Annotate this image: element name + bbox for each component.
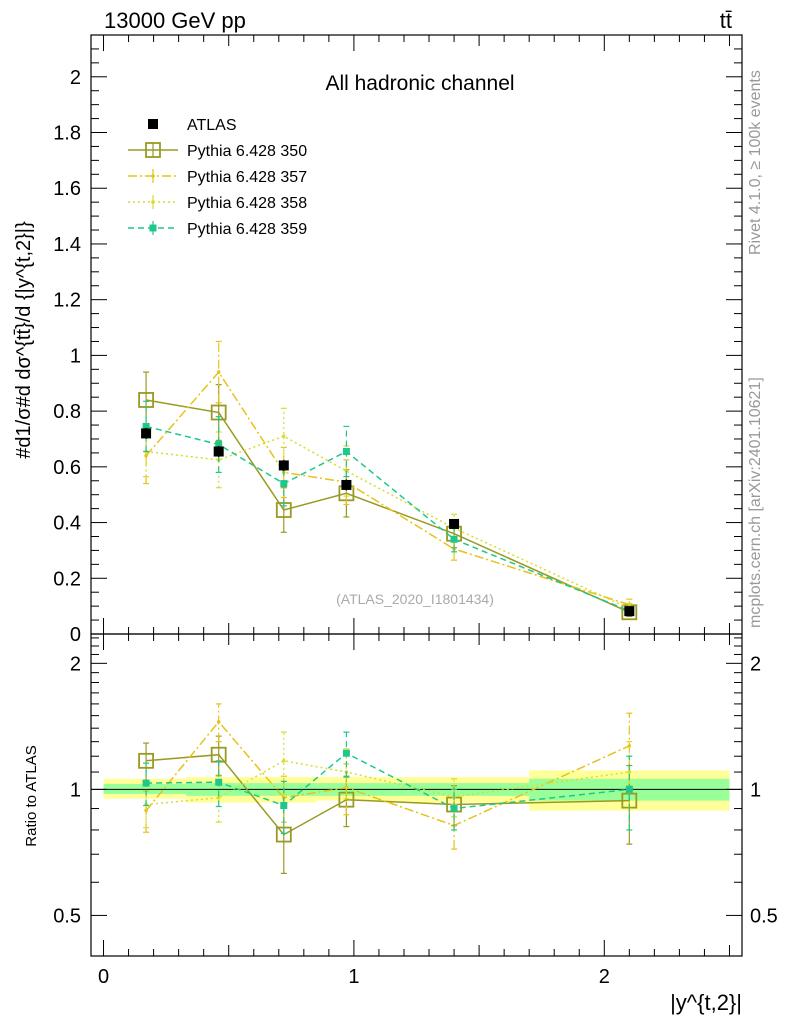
main-series-350 bbox=[138, 371, 638, 621]
ratio-panel-marks bbox=[138, 703, 638, 874]
main-series-357-line bbox=[145, 370, 630, 606]
ratio-frame bbox=[90, 633, 743, 957]
main-ytick-label: 0.2 bbox=[53, 568, 81, 590]
main-series-359-point-marker bbox=[342, 448, 350, 456]
main-ytick-label: 2 bbox=[70, 67, 81, 89]
ratio-series-359-point-marker bbox=[215, 778, 223, 786]
side-label-top: Rivet 4.1.0, ≥ 100k events bbox=[747, 70, 764, 255]
ratio-series-359-point-marker bbox=[625, 785, 633, 793]
ratio-series-357-point-marker bbox=[144, 808, 148, 813]
main-series-350-line bbox=[145, 399, 630, 613]
ratio-series-357-point-marker bbox=[216, 720, 221, 724]
ratio-series-350-point-marker bbox=[138, 752, 154, 769]
ratio-series-359-point-marker bbox=[450, 805, 458, 813]
legend-marker bbox=[145, 142, 161, 158]
ratio-bands-layer bbox=[91, 770, 742, 811]
ratio-ytick-label-right: 1 bbox=[750, 779, 761, 801]
process-label: tt̄ bbox=[720, 8, 732, 33]
legend-label: ATLAS bbox=[187, 117, 237, 134]
atlas-data-point bbox=[278, 460, 289, 471]
ratio-series-358-point-marker bbox=[216, 795, 221, 800]
atlas-data-point bbox=[341, 479, 352, 490]
ratio-series-359-point-marker bbox=[342, 749, 350, 757]
legend-label: Pythia 6.428 359 bbox=[187, 221, 307, 238]
main-series-357 bbox=[143, 340, 633, 611]
ratio-ytick-label-right: 2 bbox=[750, 653, 761, 675]
ratio-series-359-point-marker bbox=[142, 779, 150, 787]
ratio-ytick-label: 1 bbox=[70, 779, 81, 801]
legend-label: Pythia 6.428 357 bbox=[187, 169, 307, 186]
energy-label: 13000 GeV pp bbox=[104, 8, 246, 33]
legend-entry: Pythia 6.428 350 bbox=[128, 142, 307, 160]
ratio-series-359 bbox=[142, 731, 633, 834]
main-ytick-label: 0 bbox=[70, 624, 81, 646]
ratio-ytick-label: 2 bbox=[70, 653, 81, 675]
ratio-series-357-point-marker bbox=[627, 744, 632, 748]
legend-atlas-marker bbox=[148, 119, 158, 129]
ratio-series-357-line bbox=[145, 720, 630, 827]
ratio-xtick-label: 2 bbox=[599, 966, 610, 988]
ratio-series-359-line bbox=[146, 752, 630, 810]
main-ytick-label: 0.4 bbox=[53, 513, 81, 535]
main-series-358-line bbox=[146, 435, 630, 610]
legend-entry: Pythia 6.428 357 bbox=[128, 169, 307, 186]
main-series-357-point-marker bbox=[216, 370, 221, 374]
main-ytick-label: 1 bbox=[70, 345, 81, 367]
ratio-ytick-label-right: 0.5 bbox=[750, 905, 778, 927]
main-series-atlas bbox=[141, 427, 635, 617]
x-axis-label: |y^{t,2}| bbox=[670, 990, 742, 1015]
main-ytick-label: 1.2 bbox=[53, 290, 81, 312]
main-series-359-point-marker bbox=[280, 480, 288, 488]
ratio-series-358-line bbox=[146, 760, 630, 806]
analysis-id: (ATLAS_2020_I1801434) bbox=[336, 591, 494, 607]
legend-entry: Pythia 6.428 359 bbox=[128, 221, 307, 238]
main-ytick-label: 0.8 bbox=[53, 401, 81, 423]
atlas-data-point bbox=[141, 428, 152, 439]
main-series-359-line bbox=[145, 425, 630, 612]
ratio-ylabel: Ratio to ATLAS bbox=[23, 745, 40, 846]
legend-label: Pythia 6.428 350 bbox=[187, 143, 307, 160]
ratio-series-350-line bbox=[146, 753, 630, 836]
main-series-359-point-marker bbox=[142, 422, 150, 430]
ratio-xtick-label: 1 bbox=[348, 966, 359, 988]
main-series-359-point-marker bbox=[215, 441, 223, 449]
main-series-359-point-marker bbox=[450, 535, 458, 543]
main-series-358-point-marker bbox=[281, 434, 286, 438]
main-ytick-label: 0.6 bbox=[53, 457, 81, 479]
side-label-bottom: mcplots.cern.ch [arXiv:2401.10621] bbox=[747, 377, 764, 628]
axes-layer: 0 0.2 0.4 0.6 0.8 1 1.2 1.4 1.6 1.8 2 0 1 2 0.5 0.5 1 1 2 2 bbox=[53, 34, 778, 988]
ratio-series-358-point-marker bbox=[627, 770, 632, 774]
legend-marker bbox=[151, 200, 155, 204]
legend: ATLAS Pythia 6.428 350 Pythia 6.428 357 Pyt… bbox=[128, 117, 307, 238]
legend-marker bbox=[151, 174, 155, 178]
legend-entry: Pythia 6.428 358 bbox=[128, 195, 307, 212]
ratio-series-358-point-marker bbox=[281, 759, 286, 763]
main-ylabel: #d1/σ#d dσ^{tt̄}/d {|y^{t,2}|} bbox=[13, 221, 35, 459]
legend-label: Pythia 6.428 358 bbox=[187, 195, 307, 212]
atlas-data-point bbox=[624, 606, 635, 617]
atlas-data-point bbox=[213, 446, 224, 457]
legend-marker bbox=[149, 224, 157, 232]
atlas-data-point bbox=[449, 518, 460, 529]
main-ytick-label: 1.6 bbox=[53, 178, 81, 200]
main-panel-marks bbox=[138, 340, 638, 621]
channel-label: All hadronic channel bbox=[325, 72, 514, 95]
ratio-xtick-label: 0 bbox=[98, 966, 109, 988]
legend-entry: ATLAS bbox=[148, 117, 237, 134]
main-ytick-label: 1.8 bbox=[53, 123, 81, 145]
ratio-ytick-label: 0.5 bbox=[53, 905, 81, 927]
ratio-series-359-point-marker bbox=[280, 802, 288, 810]
main-ytick-label: 1.4 bbox=[53, 234, 81, 256]
